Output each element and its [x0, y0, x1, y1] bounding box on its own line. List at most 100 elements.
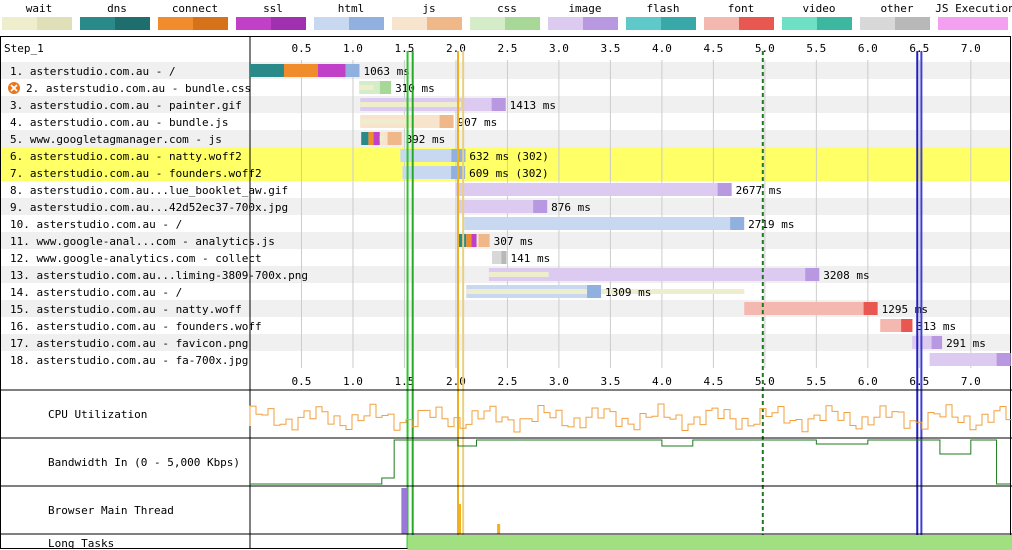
request-time: 392 ms	[406, 133, 446, 146]
request-segment-dns	[458, 234, 467, 247]
tick-label-bottom: 1.0	[343, 375, 363, 388]
request-time: 2677 ms	[736, 184, 782, 197]
request-segment-ssl	[471, 234, 477, 247]
request-time: 1413 ms	[510, 99, 556, 112]
legend-swatch-dark	[739, 17, 774, 30]
request-label: 16. asterstudio.com.au - founders.woff	[10, 320, 262, 333]
request-label: 14. asterstudio.com.au - /	[10, 286, 182, 299]
request-segment-dns	[250, 64, 284, 77]
tick-label-bottom: 6.5	[909, 375, 929, 388]
request-label: 13. asterstudio.com.au...liming-3809-700…	[10, 269, 308, 282]
row-background	[1, 317, 1010, 334]
request-time: 609 ms (302)	[469, 167, 548, 180]
legend-label-css: css	[497, 2, 517, 15]
request-segment-connect	[283, 64, 318, 77]
row-background	[1, 130, 1010, 147]
request-segment-wait	[466, 289, 745, 294]
request-segment-ssl	[373, 132, 380, 145]
panel-label-cpu: CPU Utilization	[48, 408, 147, 421]
request-time: 291 ms	[946, 337, 986, 350]
request-download	[901, 319, 913, 332]
tick-label-top: 1.0	[343, 42, 363, 55]
cpu-line	[249, 403, 1012, 433]
tick-label-bottom: 3.5	[600, 375, 620, 388]
legend-swatch-dark	[37, 17, 72, 30]
legend-swatch-dark	[661, 17, 696, 30]
row-background	[1, 351, 1010, 368]
request-download	[730, 217, 745, 230]
legend-swatch-light	[158, 17, 193, 30]
request-bar	[488, 268, 820, 281]
legend-swatch-dark	[973, 17, 1008, 30]
tick-label-bottom: 2.0	[446, 375, 466, 388]
tick-label-bottom: 4.0	[652, 375, 672, 388]
request-download	[478, 234, 490, 247]
request-download	[587, 285, 602, 298]
legend-label-other: other	[880, 2, 913, 15]
legend-label-dns: dns	[107, 2, 127, 15]
request-bar	[929, 353, 1011, 366]
request-time: 1309 ms	[605, 286, 651, 299]
request-bar	[455, 183, 732, 196]
step-label: Step_1	[4, 42, 44, 55]
tick-label-bottom: 2.5	[497, 375, 517, 388]
request-time: 632 ms (302)	[469, 150, 548, 163]
request-label: 10. asterstudio.com.au - /	[10, 218, 182, 231]
request-download	[345, 64, 360, 77]
legend-swatch-dark	[427, 17, 462, 30]
request-segment-ssl	[317, 64, 349, 77]
tick-label-top: 5.0	[755, 42, 775, 55]
row-background	[1, 79, 1010, 96]
tick-label-bottom: 5.0	[755, 375, 775, 388]
legend-label-video: video	[802, 2, 835, 15]
request-label: 3. asterstudio.com.au - painter.gif	[10, 99, 242, 112]
legend-swatch-light	[314, 17, 349, 30]
request-label: 4. asterstudio.com.au - bundle.js	[10, 116, 229, 129]
request-download	[863, 302, 878, 315]
tick-label-top: 3.5	[600, 42, 620, 55]
request-download	[931, 336, 943, 349]
panel-label-browser: Browser Main Thread	[48, 504, 174, 517]
request-time: 141 ms	[511, 252, 551, 265]
legend-swatch-dark	[349, 17, 384, 30]
tick-label-top: 3.0	[549, 42, 569, 55]
tick-label-top: 6.5	[909, 42, 929, 55]
error-icon	[8, 82, 20, 94]
legend-swatch-light	[704, 17, 739, 30]
request-time: 3208 ms	[823, 269, 869, 282]
request-time: 313 ms	[916, 320, 956, 333]
request-download	[996, 353, 1011, 366]
request-bar	[744, 302, 878, 315]
request-time: 876 ms	[551, 201, 591, 214]
request-download	[501, 251, 507, 264]
request-download	[533, 200, 548, 213]
request-time: 2719 ms	[748, 218, 794, 231]
request-bar	[464, 217, 745, 230]
long-tasks-bar	[407, 535, 1012, 550]
request-time: 307 ms	[494, 235, 534, 248]
legend-swatch-dark	[115, 17, 150, 30]
bandwidth-line	[250, 439, 1010, 485]
legend-swatch-light	[626, 17, 661, 30]
legend-label-font: font	[728, 2, 755, 15]
row-background	[1, 334, 1010, 351]
legend-swatch-dark	[271, 17, 306, 30]
request-label: 15. asterstudio.com.au - natty.woff	[10, 303, 242, 316]
tick-label-bottom: 1.5	[395, 375, 415, 388]
tick-label-top: 4.5	[703, 42, 723, 55]
legend-label-js-execution: JS Execution	[935, 2, 1012, 15]
bandwidth-series	[250, 439, 1010, 485]
request-download	[717, 183, 732, 196]
request-segment-wait	[379, 136, 384, 141]
request-segment-connect	[368, 132, 374, 145]
row-background	[1, 113, 1010, 130]
request-label: 2. asterstudio.com.au - bundle.css	[26, 82, 251, 95]
legend-label-js: js	[422, 2, 435, 15]
main-thread-js	[497, 524, 501, 534]
tick-label-top: 0.5	[292, 42, 312, 55]
legend-label-flash: flash	[646, 2, 679, 15]
tick-label-top: 5.5	[806, 42, 826, 55]
legend-label-ssl: ssl	[263, 2, 283, 15]
legend-label-image: image	[568, 2, 601, 15]
legend-label-connect: connect	[172, 2, 218, 15]
